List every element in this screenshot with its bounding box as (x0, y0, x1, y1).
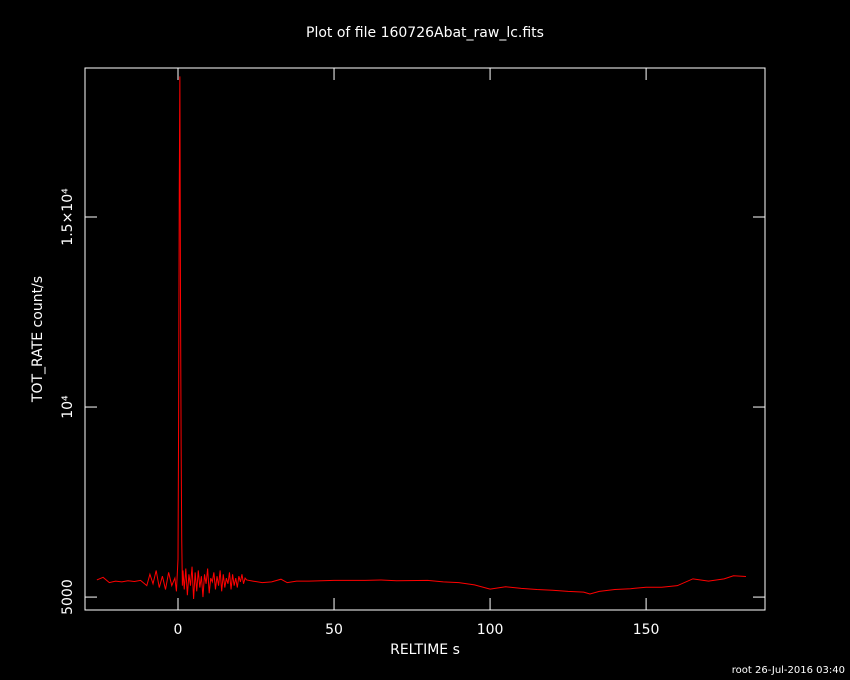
y-axis-label: TOT_RATE count/s (30, 276, 46, 403)
x-tick-label: 50 (325, 622, 343, 638)
plot-frame (84, 67, 766, 611)
data-line (96, 76, 746, 600)
x-axis-label: RELTIME s (390, 642, 460, 658)
y-tick-label: 1.5×10⁴ (60, 188, 76, 246)
y-tick-label: 5000 (60, 579, 76, 615)
y-tick-label: 10⁴ (60, 395, 76, 419)
x-tick-label: 100 (477, 622, 504, 638)
footer: root 26-Jul-2016 03:40 (732, 665, 845, 676)
x-tick-label: 150 (633, 622, 660, 638)
x-tick-label: 0 (174, 622, 183, 638)
chart-title: Plot of file 160726Abat_raw_lc.fits (306, 25, 544, 41)
